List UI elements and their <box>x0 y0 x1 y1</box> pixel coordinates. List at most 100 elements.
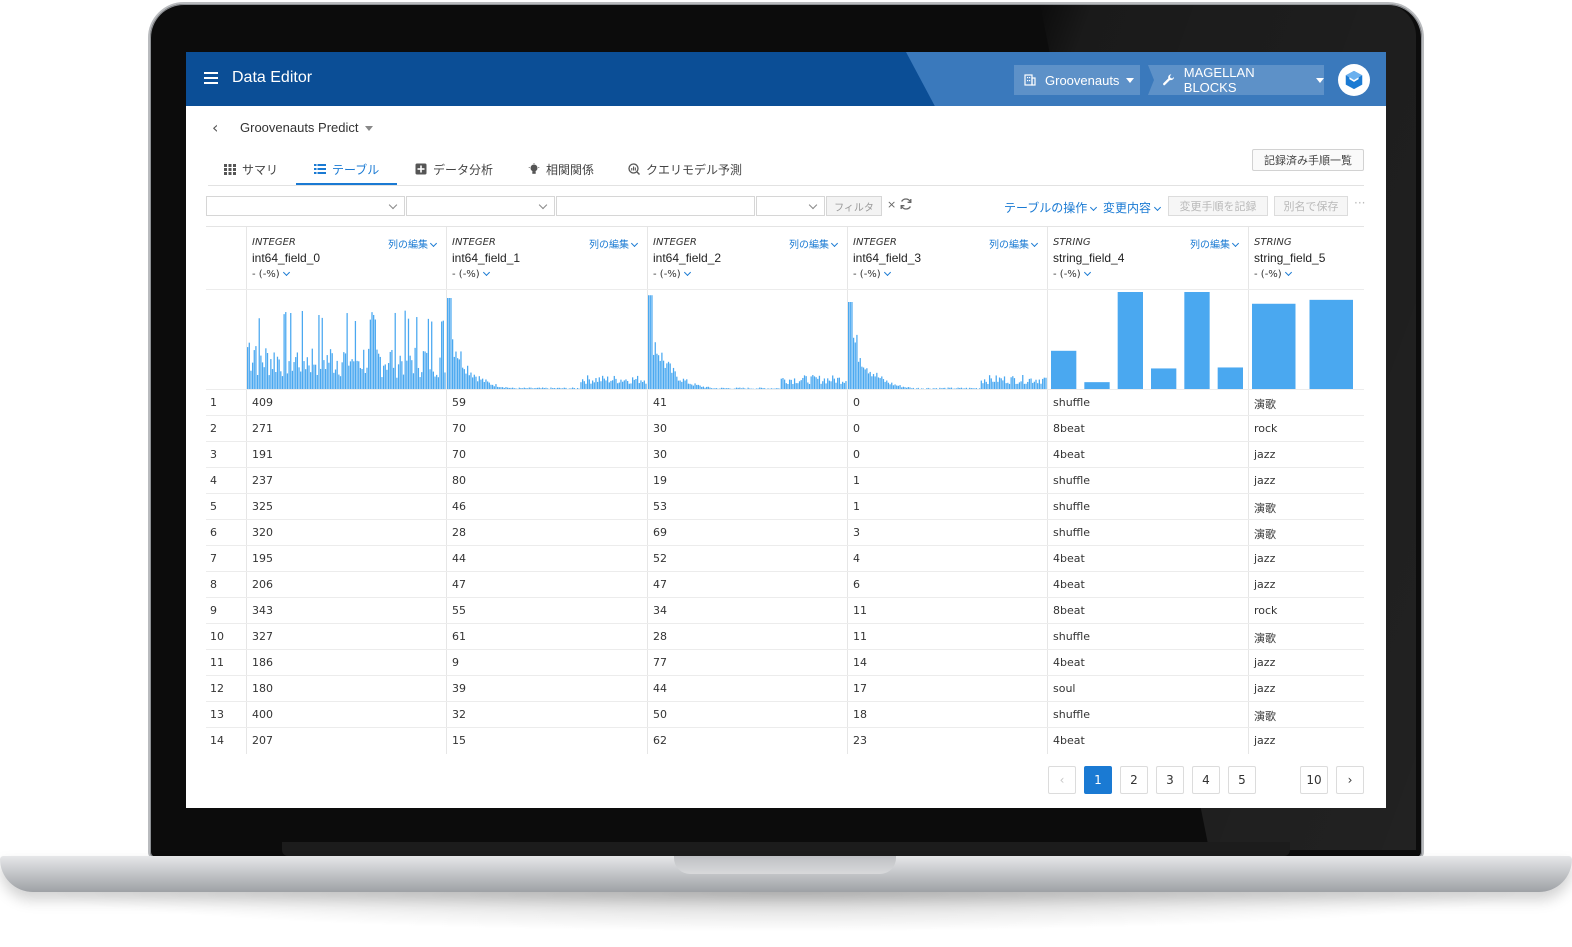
column-select[interactable] <box>206 196 405 216</box>
column-stat[interactable]: - (-%) <box>653 268 691 280</box>
table-row[interactable]: 12 180 39 44 17 soul jazz <box>206 675 1364 701</box>
condition-select[interactable] <box>756 196 825 216</box>
table-cell[interactable]: 15 <box>452 734 466 747</box>
operator-select[interactable] <box>406 196 555 216</box>
table-cell[interactable]: 演歌 <box>1254 710 1276 723</box>
tab-summary[interactable]: サマリ <box>224 158 278 180</box>
recorded-steps-button[interactable]: 記録済み手順一覧 <box>1252 149 1364 171</box>
table-row[interactable]: 2 271 70 30 0 8beat rock <box>206 415 1364 441</box>
changes-menu[interactable]: 変更内容 <box>1103 199 1162 216</box>
refresh-icon[interactable] <box>899 197 913 215</box>
table-cell[interactable]: 59 <box>452 396 466 409</box>
edit-column-button[interactable]: 列の編集 <box>789 236 839 251</box>
table-cell[interactable]: jazz <box>1254 578 1276 591</box>
table-row[interactable]: 6 320 28 69 3 shuffle 演歌 <box>206 519 1364 545</box>
filter-value-input[interactable] <box>556 196 755 216</box>
table-row[interactable]: 8 206 47 47 6 4beat jazz <box>206 571 1364 597</box>
page-button-3[interactable]: 3 <box>1156 766 1184 794</box>
table-cell[interactable]: 演歌 <box>1254 632 1276 645</box>
filter-button[interactable]: フィルタ <box>826 196 882 216</box>
table-cell[interactable]: 206 <box>252 578 273 591</box>
user-avatar[interactable] <box>1338 64 1370 96</box>
menu-icon[interactable] <box>204 72 218 84</box>
table-cell[interactable]: 400 <box>252 708 273 721</box>
table-cell[interactable]: 47 <box>452 578 466 591</box>
table-row[interactable]: 5 325 46 53 1 shuffle 演歌 <box>206 493 1364 519</box>
table-cell[interactable]: rock <box>1254 422 1278 435</box>
table-cell[interactable]: 34 <box>653 604 667 617</box>
tab-data-analysis[interactable]: データ分析 <box>415 158 493 180</box>
table-cell[interactable]: 23 <box>853 734 867 747</box>
table-cell[interactable]: 11 <box>853 630 867 643</box>
edit-column-button[interactable]: 列の編集 <box>388 236 438 251</box>
table-cell[interactable]: 0 <box>853 448 860 461</box>
table-cell[interactable]: 191 <box>252 448 273 461</box>
page-button-4[interactable]: 4 <box>1192 766 1220 794</box>
table-cell[interactable]: 演歌 <box>1254 502 1276 515</box>
table-cell[interactable]: 70 <box>452 422 466 435</box>
table-cell[interactable]: 19 <box>653 474 667 487</box>
table-cell[interactable]: jazz <box>1254 448 1276 461</box>
table-cell[interactable]: 327 <box>252 630 273 643</box>
table-row[interactable]: 14 207 15 62 23 4beat jazz <box>206 727 1364 753</box>
table-cell[interactable]: 17 <box>853 682 867 695</box>
table-cell[interactable]: jazz <box>1254 474 1276 487</box>
table-cell[interactable]: 47 <box>653 578 667 591</box>
table-cell[interactable]: jazz <box>1254 682 1276 695</box>
table-row[interactable]: 3 191 70 30 0 4beat jazz <box>206 441 1364 467</box>
table-cell[interactable]: 44 <box>452 552 466 565</box>
table-row[interactable]: 7 195 44 52 4 4beat jazz <box>206 545 1364 571</box>
prev-page-button[interactable]: ‹ <box>1048 766 1076 794</box>
table-row[interactable]: 11 186 9 77 14 4beat jazz <box>206 649 1364 675</box>
table-cell[interactable]: 28 <box>452 526 466 539</box>
table-cell[interactable]: 186 <box>252 656 273 669</box>
record-steps-button[interactable]: 変更手順を記録 <box>1168 196 1268 216</box>
column-stat[interactable]: - (-%) <box>1254 268 1292 280</box>
table-cell[interactable]: 11 <box>853 604 867 617</box>
table-cell[interactable]: 44 <box>653 682 667 695</box>
column-stat[interactable]: - (-%) <box>1053 268 1091 280</box>
table-cell[interactable]: 30 <box>653 448 667 461</box>
table-cell[interactable]: 8beat <box>1053 422 1085 435</box>
table-cell[interactable]: 30 <box>653 422 667 435</box>
page-button-2[interactable]: 2 <box>1120 766 1148 794</box>
table-cell[interactable]: shuffle <box>1053 526 1091 539</box>
table-cell[interactable]: 0 <box>853 422 860 435</box>
table-cell[interactable]: 237 <box>252 474 273 487</box>
table-cell[interactable]: 演歌 <box>1254 398 1276 411</box>
table-cell[interactable]: 409 <box>252 396 273 409</box>
table-row[interactable]: 4 237 80 19 1 shuffle jazz <box>206 467 1364 493</box>
table-cell[interactable]: 9 <box>452 656 459 669</box>
table-cell[interactable]: 320 <box>252 526 273 539</box>
table-cell[interactable]: jazz <box>1254 734 1276 747</box>
table-cell[interactable]: 53 <box>653 500 667 513</box>
table-cell[interactable]: 0 <box>853 396 860 409</box>
table-cell[interactable]: 4beat <box>1053 578 1085 591</box>
table-cell[interactable]: 4beat <box>1053 552 1085 565</box>
tab-table[interactable]: テーブル <box>314 158 379 180</box>
table-cell[interactable]: 41 <box>653 396 667 409</box>
table-cell[interactable]: 28 <box>653 630 667 643</box>
table-cell[interactable]: 8beat <box>1053 604 1085 617</box>
page-button-1[interactable]: 1 <box>1084 766 1112 794</box>
table-cell[interactable]: rock <box>1254 604 1278 617</box>
back-chevron-icon[interactable]: ‹ <box>212 118 219 137</box>
table-cell[interactable]: 39 <box>452 682 466 695</box>
table-cell[interactable]: 61 <box>452 630 466 643</box>
edit-column-button[interactable]: 列の編集 <box>589 236 639 251</box>
table-cell[interactable]: 55 <box>452 604 466 617</box>
table-cell[interactable]: 343 <box>252 604 273 617</box>
table-cell[interactable]: 62 <box>653 734 667 747</box>
tab-correlation[interactable]: 相関関係 <box>528 158 594 180</box>
table-cell[interactable]: 195 <box>252 552 273 565</box>
table-cell[interactable]: 1 <box>853 474 860 487</box>
edit-column-button[interactable]: 列の編集 <box>1190 236 1240 251</box>
table-row[interactable]: 13 400 32 50 18 shuffle 演歌 <box>206 701 1364 727</box>
table-cell[interactable]: 1 <box>853 500 860 513</box>
table-cell[interactable]: 18 <box>853 708 867 721</box>
table-cell[interactable]: 32 <box>452 708 466 721</box>
table-row[interactable]: 10 327 61 28 11 shuffle 演歌 <box>206 623 1364 649</box>
table-cell[interactable]: 77 <box>653 656 667 669</box>
column-stat[interactable]: - (-%) <box>452 268 490 280</box>
table-operations-menu[interactable]: テーブルの操作 <box>1004 199 1098 216</box>
